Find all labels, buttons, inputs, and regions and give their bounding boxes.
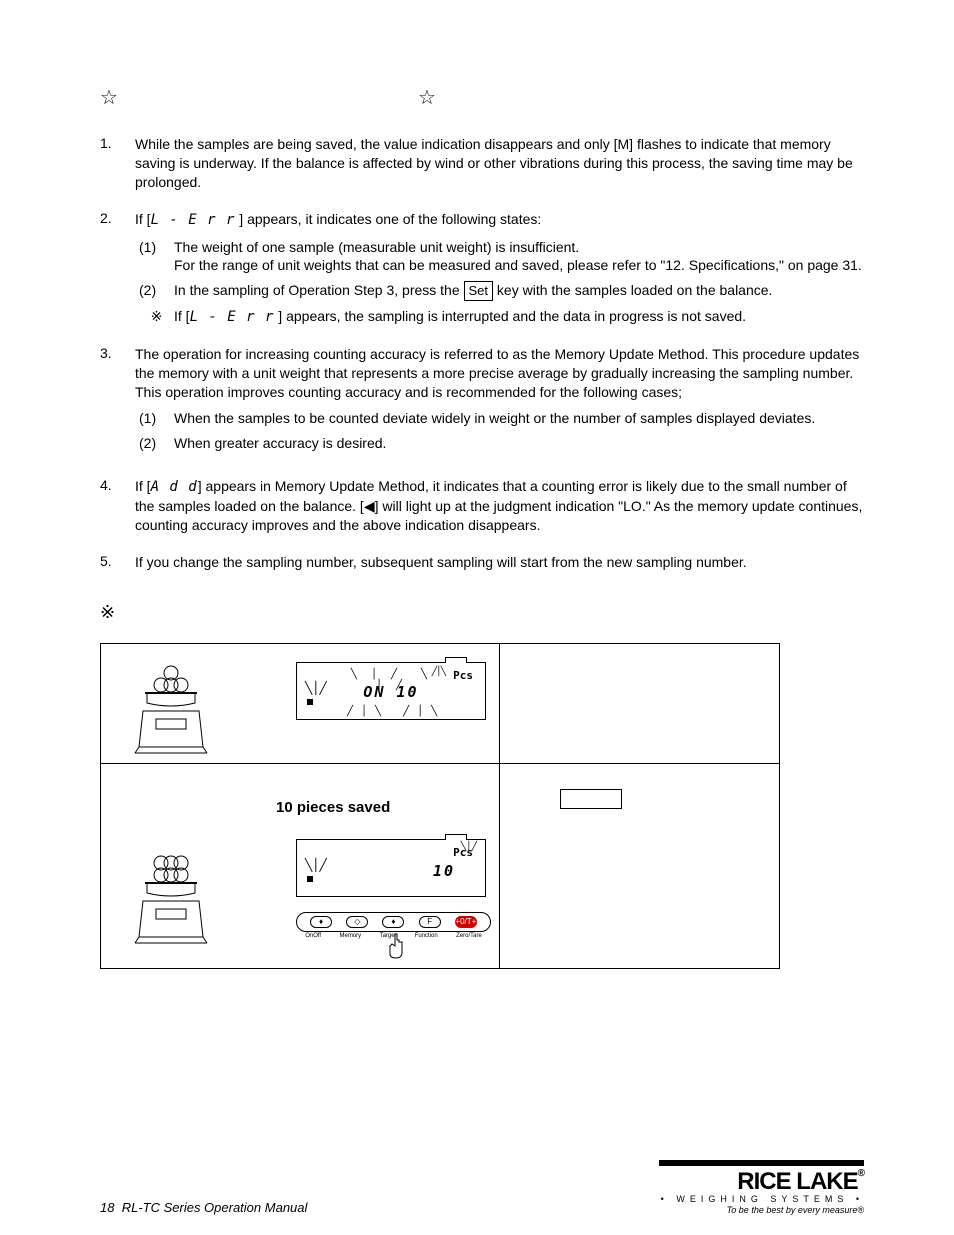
empty-key-box (560, 789, 622, 809)
pcs-label: Pcs (453, 669, 473, 682)
star-icon: ☆ (418, 85, 436, 110)
sub-num: (2) (139, 281, 174, 301)
item-number: 3. (100, 345, 135, 361)
notes-list: 1. While the samples are being saved, th… (100, 135, 864, 572)
item-body: If [L - E r r ] appears, it indicates on… (135, 210, 864, 327)
keypad-button: ♦ (382, 916, 404, 928)
lcd-text: L - E r r (151, 212, 236, 228)
sub-item: (2) When greater accuracy is desired. (135, 434, 864, 453)
kp-label: Zero/Tare (456, 933, 482, 939)
item-number: 2. (100, 210, 135, 226)
saved-label: 10 pieces saved (276, 799, 390, 816)
item-body: While the samples are being saved, the v… (135, 135, 864, 192)
text: The operation for increasing counting ac… (135, 345, 864, 402)
sub-item: (1) When the samples to be counted devia… (135, 409, 864, 428)
brand-logo: RICE LAKE® WEIGHING SYSTEMS To be the be… (659, 1160, 864, 1215)
lcd-text: A d d (151, 479, 198, 495)
operation-diagram: ╲ │ ╱ ╲ │ ╱ Pcs ╱│╲ ╲│╱ ON 10 ╱│╲ ╱│╲ (100, 643, 780, 969)
star-icon: ☆ (100, 85, 118, 110)
sub-item: (2) In the sampling of Operation Step 3,… (135, 281, 864, 301)
list-item: 4. If [A d d] appears in Memory Update M… (100, 477, 864, 535)
logo-tagline: To be the best by every measure® (659, 1205, 864, 1215)
reference-mark-icon: ※ (100, 602, 864, 623)
item-body: If [A d d] appears in Memory Update Meth… (135, 477, 864, 535)
page-footer: 18 RL-TC Series Operation Manual RICE LA… (100, 1160, 864, 1215)
scale-icon (121, 659, 221, 759)
item-body: The operation for increasing counting ac… (135, 345, 864, 459)
item-number: 5. (100, 553, 135, 569)
display-value: 10 (297, 862, 485, 880)
text: If [ (174, 308, 190, 324)
kp-label: OnOff (305, 933, 321, 939)
keypad-button: +0/T+ (455, 916, 477, 928)
sub-num: (2) (139, 434, 174, 453)
list-item: 1. While the samples are being saved, th… (100, 135, 864, 192)
sub-body: When greater accuracy is desired. (174, 434, 864, 453)
keypad-button: F (419, 916, 441, 928)
text: key with the samples loaded on the balan… (493, 282, 772, 298)
manual-title: RL-TC Series Operation Manual (122, 1200, 308, 1215)
sub-item: (1) The weight of one sample (measurable… (135, 238, 864, 276)
diagram-cell (500, 763, 780, 968)
sub-num: (1) (139, 409, 174, 428)
diagram-cell: ╲ │ ╱ ╲ │ ╱ Pcs ╱│╲ ╲│╱ ON 10 ╱│╲ ╱│╲ (101, 643, 500, 763)
list-item: 2. If [L - E r r ] appears, it indicates… (100, 210, 864, 327)
sub-body: When the samples to be counted deviate w… (174, 409, 864, 428)
logo-subtitle: WEIGHING SYSTEMS (659, 1194, 864, 1204)
display-value: ON 10 (297, 683, 485, 701)
diagram-cell (500, 643, 780, 763)
diagram-cell: 10 pieces saved Pcs ╲│╱ ╲│╱ 10 ♦ ◇ ♦ F + (101, 763, 500, 968)
list-item: 5. If you change the sampling number, su… (100, 553, 864, 572)
sub-body: The weight of one sample (measurable uni… (174, 238, 864, 276)
text: ] appears in Memory Update Method, it in… (135, 478, 862, 533)
text: If [ (135, 478, 151, 494)
set-key: Set (464, 281, 494, 301)
keypad-button: ♦ (310, 916, 332, 928)
list-item: 3. The operation for increasing counting… (100, 345, 864, 459)
lcd-text: L - E r r (190, 309, 275, 325)
text: If [ (135, 211, 151, 227)
logo-name: RICE LAKE (737, 1168, 857, 1195)
sub-num: (1) (139, 238, 174, 276)
text: ] appears, it indicates one of the follo… (235, 211, 541, 227)
text: ] appears, the sampling is interrupted a… (274, 308, 746, 324)
lcd-display: Pcs ╲│╱ ╲│╱ 10 (296, 839, 486, 897)
item-number: 1. (100, 135, 135, 151)
item-number: 4. (100, 477, 135, 493)
item-body: If you change the sampling number, subse… (135, 553, 864, 572)
star-row: ☆ ☆ (100, 85, 864, 110)
page-number: 18 (100, 1200, 114, 1215)
sub-body: In the sampling of Operation Step 3, pre… (174, 281, 864, 301)
kp-label: Function (415, 933, 438, 939)
reference-mark-icon: ※ (139, 307, 174, 327)
kp-label: Memory (340, 933, 362, 939)
scale-icon (121, 849, 221, 949)
lcd-display: ╲ │ ╱ ╲ │ ╱ Pcs ╱│╲ ╲│╱ ON 10 ╱│╲ ╱│╲ (296, 662, 486, 720)
keypad-button: ◇ (346, 916, 368, 928)
text: In the sampling of Operation Step 3, pre… (174, 282, 464, 298)
note-line: ※ If [L - E r r ] appears, the sampling … (135, 307, 864, 327)
finger-press-icon (386, 932, 406, 963)
